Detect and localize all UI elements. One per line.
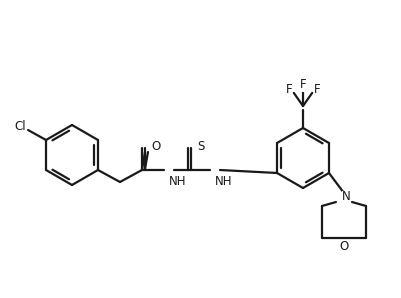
Text: F: F [299,78,306,91]
Text: NH: NH [168,175,186,188]
Text: NH: NH [215,175,232,188]
Text: F: F [285,83,292,96]
Text: O: O [151,139,160,153]
Text: S: S [196,139,204,153]
Text: N: N [341,190,350,204]
Text: Cl: Cl [14,120,26,134]
Text: F: F [313,83,320,96]
Text: O: O [338,240,348,252]
